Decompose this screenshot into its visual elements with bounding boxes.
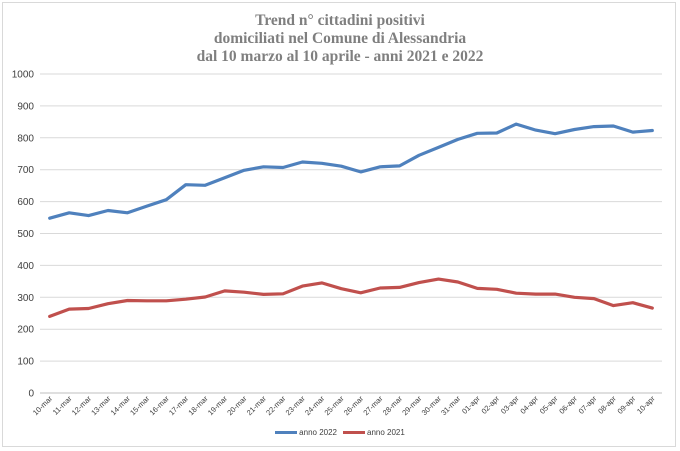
x-tick-label: 20-mar bbox=[225, 394, 249, 418]
x-tick-label: 24-mar bbox=[303, 394, 327, 418]
y-tick-label: 600 bbox=[17, 197, 34, 208]
x-tick-label: 11-mar bbox=[51, 394, 74, 417]
x-tick-label: 04-apr bbox=[518, 394, 540, 416]
gridlines bbox=[40, 73, 662, 394]
x-tick-label: 15-mar bbox=[128, 394, 152, 418]
chart-frame bbox=[2, 2, 676, 447]
x-tick-label: 02-apr bbox=[479, 394, 501, 416]
x-tick-label: 27-mar bbox=[361, 394, 385, 418]
x-tick-label: 21-mar bbox=[245, 394, 269, 418]
y-tick-label: 700 bbox=[17, 165, 34, 176]
x-tick-label: 18-mar bbox=[186, 394, 210, 418]
y-axis: 0 100 200 300 400 500 600 700 800 900 1000 bbox=[12, 70, 35, 400]
y-tick-label: 0 bbox=[28, 389, 34, 400]
y-tick-label: 300 bbox=[17, 293, 34, 304]
y-tick-label: 400 bbox=[17, 261, 34, 272]
y-tick-label: 200 bbox=[17, 325, 34, 336]
y-tick-label: 1000 bbox=[12, 70, 35, 81]
y-tick-label: 500 bbox=[17, 229, 34, 240]
x-tick-label: 12-mar bbox=[70, 394, 94, 418]
legend-swatch-2022 bbox=[275, 431, 298, 434]
legend-item-2021: anno 2021 bbox=[343, 428, 405, 437]
series-line-2021 bbox=[48, 277, 654, 318]
legend-label-2022: anno 2022 bbox=[299, 428, 337, 437]
x-tick-label: 16-mar bbox=[148, 394, 172, 418]
y-tick-label: 100 bbox=[17, 357, 34, 368]
x-tick-label: 26-mar bbox=[342, 394, 366, 418]
legend-swatch-2021 bbox=[343, 431, 365, 434]
x-tick-label: 30-mar bbox=[420, 394, 444, 418]
x-tick-label: 17-mar bbox=[167, 394, 191, 418]
chart-title-line-3: dal 10 marzo al 10 aprile - anni 2021 e … bbox=[196, 48, 484, 65]
series-lines bbox=[48, 122, 654, 318]
series-line-2022 bbox=[48, 122, 654, 220]
x-tick-label: 07-apr bbox=[577, 394, 599, 416]
chart-title-line-1: Trend n° cittadini positivi bbox=[255, 12, 425, 29]
x-tick-label: 14-mar bbox=[109, 394, 133, 418]
x-tick-label: 10-mar bbox=[31, 394, 55, 418]
legend-label-2021: anno 2021 bbox=[367, 428, 405, 437]
x-tick-label: 10-apr bbox=[635, 394, 657, 416]
x-tick-label: 29-mar bbox=[400, 394, 424, 418]
x-tick-label: 09-apr bbox=[616, 394, 638, 416]
chart-title: Trend n° cittadini positivi domiciliati … bbox=[0, 12, 680, 66]
x-tick-label: 31-mar bbox=[439, 394, 463, 418]
y-tick-label: 800 bbox=[17, 133, 34, 144]
x-tick-label: 22-mar bbox=[264, 394, 288, 418]
y-tick-label: 900 bbox=[17, 101, 34, 112]
x-tick-label: 25-mar bbox=[323, 394, 347, 418]
x-tick-label: 23-mar bbox=[284, 394, 308, 418]
legend-item-2022: anno 2022 bbox=[275, 428, 337, 437]
x-tick-label: 06-apr bbox=[557, 394, 579, 416]
x-tick-label: 08-apr bbox=[596, 394, 618, 416]
x-tick-label: 13-mar bbox=[89, 394, 113, 418]
x-tick-label: 03-apr bbox=[499, 394, 521, 416]
x-tick-label: 19-mar bbox=[206, 394, 230, 418]
x-tick-label: 28-mar bbox=[381, 394, 405, 418]
x-tick-label: 05-apr bbox=[538, 394, 560, 416]
x-axis: 10-mar11-mar12-mar13-mar14-mar15-mar16-m… bbox=[31, 394, 657, 418]
legend: anno 2022 anno 2021 bbox=[0, 428, 680, 437]
x-tick-label: 01-apr bbox=[460, 394, 482, 416]
chart-title-line-2: domiciliati nel Comune di Alessandria bbox=[213, 30, 467, 47]
